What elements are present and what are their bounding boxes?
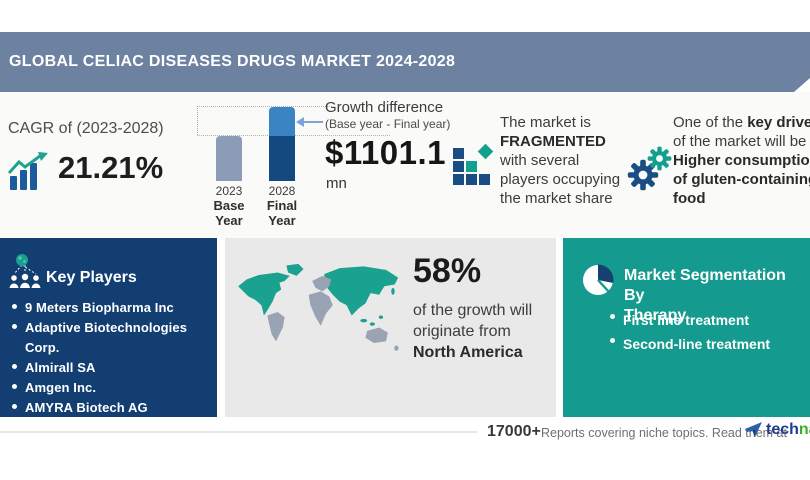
bar-year-2023: 2023	[215, 184, 243, 198]
bar-year-2028: 2028	[268, 184, 296, 198]
fragmented-line-3: with several	[500, 152, 580, 169]
world-map	[238, 263, 399, 351]
key-player-item: AMYRA Biotech AG	[12, 398, 212, 418]
growth-difference-title: Growth difference	[325, 99, 444, 116]
pie-chart-icon	[583, 264, 614, 295]
fragmented-line-5: the market share	[500, 190, 613, 207]
bar-caption-base-year: Base Year	[213, 198, 245, 228]
gridline-final	[197, 106, 332, 107]
segmentation-item: First line treatment	[610, 308, 800, 332]
bullet-icon	[610, 314, 615, 319]
cagr-label: CAGR of (2023-2028)	[8, 120, 164, 137]
footer-caption: Reports covering niche topics. Read them…	[541, 426, 787, 440]
fragmented-market-icon	[453, 143, 495, 186]
bullet-icon	[610, 338, 615, 343]
technavio-plane-icon	[745, 422, 762, 437]
segmentation-title: Market Segmentation By Therapy	[624, 266, 810, 326]
footer-report-count: 17000+	[487, 423, 541, 440]
fragmented-line-2: FRAGMENTED	[500, 133, 606, 150]
segmentation-title-line-1: Market Segmentation By	[624, 267, 786, 304]
key-player-item: Adaptive Biotechnologies Corp.	[12, 318, 212, 358]
bullet-icon	[12, 324, 17, 329]
key-driver-line-3: Higher consumption	[673, 152, 810, 169]
key-players-list: 9 Meters Biopharma Inc Adaptive Biotechn…	[12, 298, 212, 418]
key-driver-line-1: One of the key drivers	[673, 114, 810, 131]
fragmented-line-1: The market is	[500, 114, 591, 131]
gear-icon-large	[627, 159, 659, 191]
key-player-item: Amgen Inc.	[12, 378, 212, 398]
key-driver-line-2: of the market will be the	[673, 133, 810, 150]
bullet-icon	[12, 404, 17, 409]
bar-2023-base-year	[216, 136, 242, 181]
fragmented-market-text: The market is FRAGMENTED with several pl…	[500, 113, 620, 208]
key-player-item: Almirall SA	[12, 358, 212, 378]
region-text-line-1: of the growth will	[413, 302, 533, 319]
key-driver-line-4: of gluten-containing	[673, 171, 810, 188]
footer-divider	[0, 431, 477, 433]
gear-icon-small	[647, 146, 672, 171]
key-players-title: Key Players	[46, 269, 137, 286]
key-player-item: 9 Meters Biopharma Inc	[12, 298, 212, 318]
key-driver-text: One of the key drivers of the market wil…	[673, 113, 810, 208]
bar-2028-base-segment	[269, 136, 295, 181]
growth-difference-unit: mn	[326, 175, 347, 192]
header-band: GLOBAL CELIAC DISEASES DRUGS MARKET 2024…	[0, 32, 810, 92]
growth-trend-icon	[7, 152, 48, 190]
growth-arrow-icon	[296, 117, 304, 127]
region-name: North America	[413, 344, 523, 361]
bullet-icon	[12, 304, 17, 309]
segmentation-list: First line treatment Second-line treatme…	[610, 308, 800, 356]
growth-difference-value: $1101.1	[325, 134, 446, 171]
page-title: GLOBAL CELIAC DISEASES DRUGS MARKET 2024…	[9, 53, 456, 70]
bar-caption-final-year: Final Year	[266, 198, 298, 228]
bullet-icon	[12, 364, 17, 369]
bullet-icon	[12, 384, 17, 389]
bar-2028-growth-segment	[269, 107, 295, 136]
key-players-icon	[9, 254, 41, 288]
region-share-value: 58%	[413, 252, 482, 290]
key-players-panel	[0, 238, 217, 417]
segmentation-title-line-2: Therapy	[624, 307, 687, 324]
fragmented-line-4: players occupying	[500, 171, 621, 188]
key-driver-line-5: food	[673, 190, 706, 207]
growth-difference-subtitle: (Base year - Final year)	[325, 117, 451, 131]
segmentation-item: Second-line treatment	[610, 332, 800, 356]
growth-arrow-line	[303, 121, 323, 123]
region-text-line-2: originate from	[413, 323, 511, 340]
growth-gap-connector	[197, 106, 198, 135]
summary-section-background	[0, 92, 810, 238]
region-share-text: of the growth will originate from North …	[413, 300, 532, 363]
cagr-value: 21.21%	[58, 150, 164, 185]
technavio-logo: technavio	[745, 421, 810, 439]
